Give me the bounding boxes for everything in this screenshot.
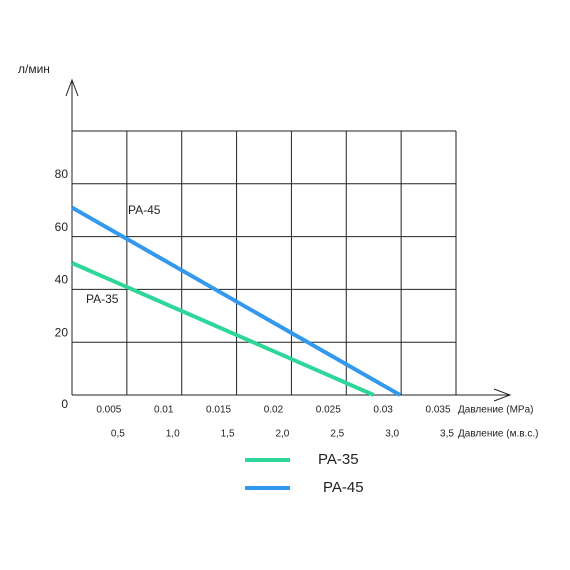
x-tick-label: 0.01 [154,405,174,416]
legend-label: PA-35 [318,451,359,468]
x2-tick-label: 0,5 [111,429,125,440]
x-tick-label: 0.015 [206,405,231,416]
x-tick-label: 0.035 [425,405,450,416]
y-tick-label: 60 [55,220,69,234]
legend-label: PA-45 [323,479,364,496]
y-tick-label: 40 [55,273,69,287]
x2-tick-label: 1,0 [166,429,180,440]
y-axis-label: л/мин [18,62,50,76]
x2-tick-label: 2,0 [275,429,289,440]
x2-tick-label: 2,5 [330,429,344,440]
line-annotation: PA-45 [128,203,161,217]
y-tick-label: 80 [55,167,69,181]
x-tick-label: 0.03 [373,405,393,416]
x2-tick-label: 3,0 [385,429,399,440]
x-axis-label: Давление (MPa) [458,405,533,416]
x2-tick-label: 1,5 [221,429,235,440]
x-arrow [493,388,512,402]
x2-tick-label: 3,5 [440,429,454,440]
y-arrow [65,78,79,97]
y-tick-label: 20 [55,325,69,339]
y-tick-label: 0 [61,397,68,411]
x-tick-label: 0.025 [316,405,341,416]
line-annotation: PA-35 [86,292,119,306]
x2-axis-label: Давление (м.в.с.) [458,429,538,440]
x-tick-label: 0.02 [264,405,284,416]
x-tick-label: 0.005 [96,405,121,416]
series-line [71,261,375,397]
series-line [71,205,402,397]
